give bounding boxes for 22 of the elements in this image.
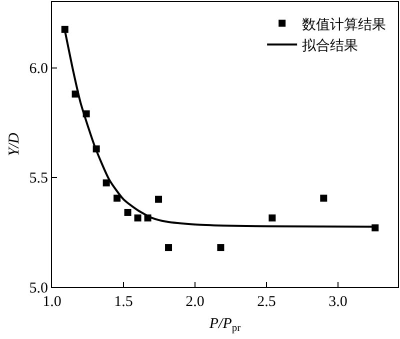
point (102, 179, 110, 186)
point (61, 26, 68, 33)
point (217, 244, 224, 252)
y-axis-title: Y/D (6, 132, 22, 156)
point (268, 214, 276, 222)
point (320, 194, 328, 202)
point (155, 196, 162, 203)
legend-label: 数值计算结果 (302, 16, 386, 33)
y-tick-label: 5.5 (29, 170, 48, 187)
y-tick-label: 5.0 (29, 280, 48, 296)
x-tick-label: 2.5 (257, 294, 276, 310)
x-tick-label: 3.0 (328, 294, 348, 310)
x-tick-label: 1.0 (42, 294, 62, 310)
x-tick-label: 1.5 (114, 294, 133, 310)
x-axis-title: P/P$_{pr}$ (208, 316, 242, 334)
point (165, 244, 172, 252)
legend-label: 拟合结果 (302, 38, 358, 54)
y-tick-label: 6.0 (29, 61, 48, 78)
x-tick-label: 2.0 (186, 294, 204, 310)
point (134, 214, 142, 222)
point (124, 208, 132, 216)
point (114, 194, 121, 202)
